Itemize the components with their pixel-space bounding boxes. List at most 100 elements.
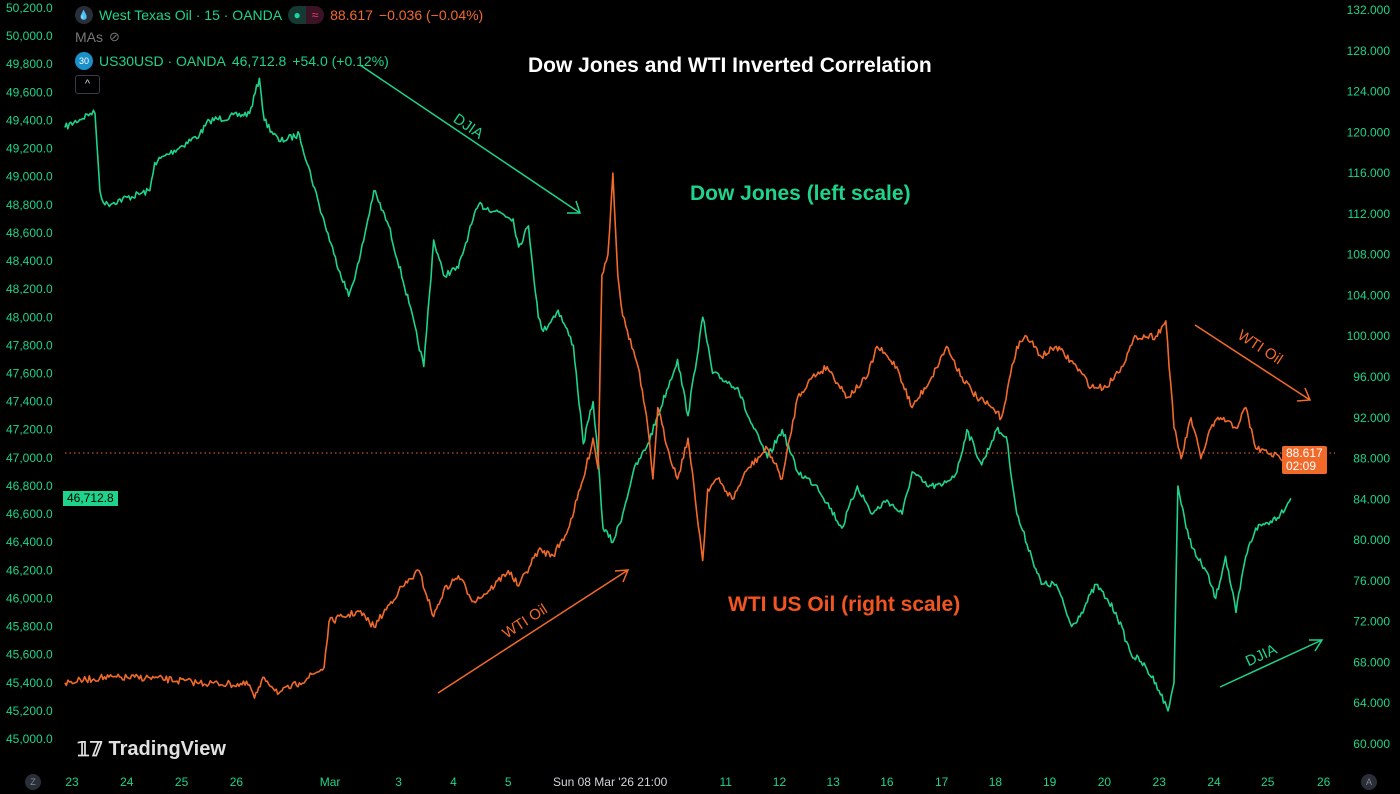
x-axis-tick: 20 — [1098, 775, 1112, 789]
right-axis-tick: 68.000 — [1353, 655, 1390, 669]
x-axis-tick: 25 — [1261, 775, 1275, 789]
wti-change: −0.036 (−0.04%) — [378, 7, 484, 23]
x-axis-tick: 4 — [450, 775, 457, 789]
right-axis-tick: 128.000 — [1347, 44, 1391, 58]
wti-symbol[interactable]: West Texas Oil · 15 · OANDA — [99, 7, 283, 23]
dow-price-badge: 46,712.8 — [63, 491, 118, 506]
wti-price-badge: 88.617 02:09 — [1282, 446, 1327, 474]
left-axis-tick: 46,200.0 — [6, 563, 53, 577]
right-axis-tick: 120.000 — [1347, 125, 1391, 139]
x-axis-tick: 24 — [120, 775, 134, 789]
left-axis-tick: 46,800.0 — [6, 479, 53, 493]
right-axis-tick: 124.000 — [1347, 85, 1391, 99]
right-axis-tick: 108.000 — [1347, 248, 1391, 262]
left-axis-tick: 46,400.0 — [6, 535, 53, 549]
left-axis-tick: 48,200.0 — [6, 282, 53, 296]
right-axis-tick: 72.000 — [1353, 615, 1390, 629]
right-axis-tick: 100.000 — [1347, 329, 1391, 343]
right-axis-tick: 60.000 — [1353, 737, 1390, 751]
wti-series-line — [64, 172, 1292, 699]
right-axis-tick: 112.000 — [1348, 207, 1391, 221]
right-axis-tick: 84.000 — [1353, 492, 1390, 506]
right-axis-tick: 104.000 — [1347, 288, 1391, 302]
x-axis-tick: 25 — [175, 775, 189, 789]
right-axis-tick: 88.000 — [1353, 452, 1390, 466]
x-axis-tick: 3 — [395, 775, 402, 789]
wti-badge-timer: 02:09 — [1286, 459, 1317, 473]
x-axis-tick: 18 — [989, 775, 1003, 789]
arrow-djia-right — [1219, 639, 1324, 688]
wti-legend[interactable]: 💧 West Texas Oil · 15 · OANDA ● ≈ 88.617 … — [75, 6, 483, 24]
x-axis-tick: 26 — [1317, 775, 1331, 789]
left-axis-tick: 50,200.0 — [6, 1, 53, 15]
dow-annotation: Dow Jones (left scale) — [690, 182, 911, 205]
x-axis-tick: 26 — [230, 775, 244, 789]
left-axis-tick: 47,200.0 — [6, 423, 53, 437]
arrow-wti-right — [1194, 324, 1312, 402]
right-axis-tick: 132.000 — [1347, 3, 1391, 17]
chart-title: Dow Jones and WTI Inverted Correlation — [528, 54, 932, 77]
left-axis-tick: 48,000.0 — [6, 310, 53, 324]
wti-badge-price: 88.617 — [1286, 446, 1323, 460]
eye-hidden-icon[interactable]: ⊘ — [109, 29, 120, 44]
x-axis-tick: 17 — [935, 775, 949, 789]
x-axis-tick: 24 — [1207, 775, 1221, 789]
mas-legend[interactable]: MAs ⊘ — [75, 29, 120, 45]
left-axis-tick: 47,800.0 — [6, 338, 53, 352]
left-axis-tick: 49,000.0 — [6, 170, 53, 184]
oil-drop-icon: 💧 — [75, 6, 93, 24]
crosshair-label-bg — [544, 771, 677, 791]
left-axis-tick: 46,600.0 — [6, 507, 53, 521]
x-axis-tick: 11 — [720, 775, 733, 789]
left-axis-tick: 48,400.0 — [6, 254, 53, 268]
right-axis-tick: 116.000 — [1348, 166, 1391, 180]
left-axis-tick: 49,800.0 — [6, 57, 53, 71]
x-axis-tick: 23 — [1153, 775, 1167, 789]
left-axis-tick: 45,400.0 — [6, 676, 53, 690]
x-axis-tick: 19 — [1043, 775, 1057, 789]
tv-logo-icon: 𝟙𝟟 — [77, 739, 103, 761]
left-axis-tick: 47,400.0 — [6, 395, 53, 409]
wti-price: 88.617 — [330, 7, 373, 23]
left-axis-tick: 49,400.0 — [6, 113, 53, 127]
tv-logo-text: TradingView — [108, 738, 226, 760]
left-axis-tick: 48,600.0 — [6, 226, 53, 240]
auto-scale-button[interactable]: A — [1361, 774, 1377, 790]
dow-series-line — [64, 77, 1292, 712]
right-axis-tick: 96.000 — [1353, 370, 1390, 384]
crosshair-time-label: Sun 08 Mar '26 21:00 — [553, 775, 668, 789]
left-axis-tick: 49,200.0 — [6, 142, 53, 156]
left-axis-tick: 49,600.0 — [6, 85, 53, 99]
us30-badge: 30 — [75, 52, 93, 70]
dow-legend[interactable]: 30 US30USD · OANDA 46,712.8 +54.0 (+0.12… — [75, 52, 389, 70]
left-axis-tick: 45,200.0 — [6, 704, 53, 718]
left-axis-tick: 50,000.0 — [6, 29, 53, 43]
right-axis-tick: 64.000 — [1353, 696, 1390, 710]
x-axis-tick: 12 — [773, 775, 787, 789]
arrow-wti-bottom — [437, 569, 630, 694]
dow-change: +54.0 (+0.12%) — [292, 53, 389, 69]
right-axis-tick: 92.000 — [1353, 411, 1390, 425]
x-axis-tick: 16 — [880, 775, 894, 789]
dow-price: 46,712.8 — [231, 53, 287, 69]
wti-annotation: WTI US Oil (right scale) — [728, 593, 961, 616]
right-axis-tick: 76.000 — [1353, 574, 1390, 588]
left-axis-tick: 47,600.0 — [6, 367, 53, 381]
x-axis-tick: Mar — [320, 775, 341, 789]
collapse-legend-button[interactable]: ^ — [75, 75, 100, 94]
zoom-button[interactable]: Z — [25, 774, 41, 790]
left-axis-tick: 48,800.0 — [6, 198, 53, 212]
mas-label: MAs — [75, 29, 103, 45]
market-open-icon: ● — [288, 6, 307, 24]
x-axis-tick: 23 — [65, 775, 79, 789]
tradingview-logo[interactable]: 𝟙𝟟 TradingView — [77, 737, 226, 762]
x-axis-tick: 5 — [505, 775, 512, 789]
left-axis-tick: 45,600.0 — [6, 648, 53, 662]
left-axis-tick: 46,000.0 — [6, 591, 53, 605]
wave-icon: ≈ — [306, 6, 325, 24]
market-status[interactable]: ● ≈ — [288, 6, 325, 24]
dow-symbol[interactable]: US30USD · OANDA — [99, 53, 226, 69]
x-axis-tick: 13 — [826, 775, 840, 789]
left-axis-tick: 45,000.0 — [6, 732, 53, 746]
